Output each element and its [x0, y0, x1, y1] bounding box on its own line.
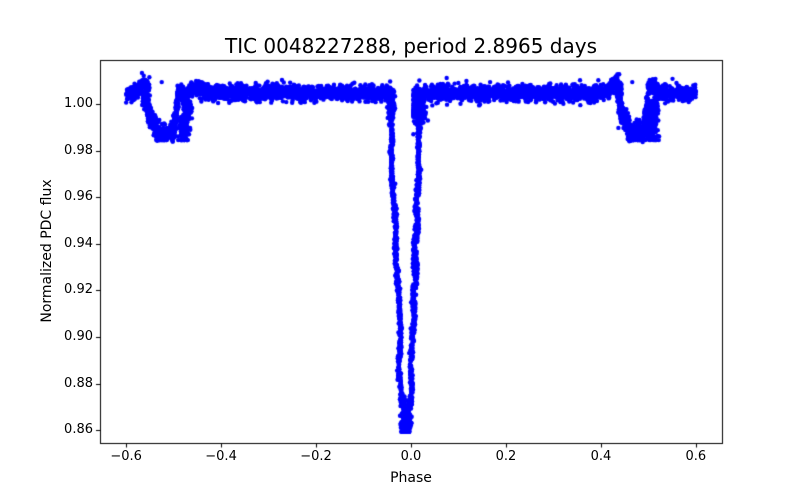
chart-title: TIC 0048227288, period 2.8965 days [224, 34, 597, 58]
x-tick-label: −0.6 [110, 449, 142, 464]
y-axis-label: Normalized PDC flux [39, 179, 55, 323]
x-axis-label: Phase [390, 470, 432, 486]
x-tick-label: −0.2 [300, 449, 332, 464]
x-tick-label: 0.0 [400, 449, 422, 464]
x-tick-label: 0.2 [495, 449, 517, 464]
x-tick-label: 0.6 [685, 449, 707, 464]
x-tick-label: 0.4 [590, 449, 612, 464]
y-tick-label: 1.00 [64, 96, 93, 112]
y-tick-label: 0.88 [64, 375, 93, 391]
y-tick-label: 0.94 [64, 235, 93, 251]
y-tick-label: 0.90 [64, 329, 93, 345]
y-tick-label: 0.96 [64, 189, 93, 205]
y-tick-label: 0.86 [64, 422, 93, 438]
y-tick-label: 0.92 [64, 282, 93, 298]
y-tick-label: 0.98 [64, 142, 93, 158]
x-tick-label: −0.4 [205, 449, 237, 464]
